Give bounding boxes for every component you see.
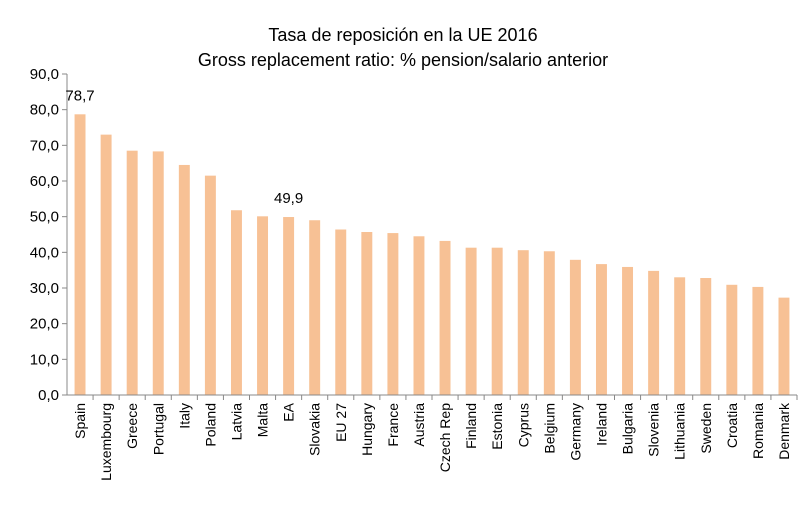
bar-czech-rep xyxy=(439,240,451,395)
x-tick-label: Slovakia xyxy=(307,403,323,456)
x-tick-label: EA xyxy=(281,402,297,421)
y-tick-label: 50,0 xyxy=(30,209,59,226)
bar-slovenia xyxy=(648,270,660,395)
bar-spain xyxy=(74,114,86,395)
y-tick-label: 0,0 xyxy=(38,387,59,404)
data-label: 49,9 xyxy=(274,190,303,207)
bar-hungary xyxy=(361,232,373,395)
x-tick-label: Italy xyxy=(176,403,192,429)
x-tick-label: Spain xyxy=(72,403,88,439)
x-tick-label: Austria xyxy=(411,403,427,447)
y-axis-ticks: 0,0 10,0 20,0 30,0 40,0 50,0 60,0 70,0 80,0 90,0 xyxy=(30,66,67,404)
x-tick-label: Romania xyxy=(750,403,766,459)
bar-eu-27 xyxy=(335,229,347,395)
data-labels: 78,7 49,9 xyxy=(65,87,303,207)
bar-romania xyxy=(752,286,764,395)
bar-sweden xyxy=(700,278,712,395)
x-tick-label: Croatia xyxy=(724,403,740,448)
x-tick-label: Malta xyxy=(255,403,271,437)
chart-subtitle: Gross replacement ratio: % pension/salar… xyxy=(198,50,608,70)
x-tick-label: Hungary xyxy=(359,403,375,456)
bar-france xyxy=(387,233,399,395)
bar-greece xyxy=(126,150,138,395)
bar-malta xyxy=(257,216,269,395)
x-tick-label: EU 27 xyxy=(333,403,349,442)
y-tick-label: 20,0 xyxy=(30,316,59,333)
bars xyxy=(74,114,790,395)
data-label: 78,7 xyxy=(65,87,94,104)
y-tick-label: 40,0 xyxy=(30,244,59,261)
x-tick-label: Czech Rep xyxy=(437,403,453,472)
bar-croatia xyxy=(726,284,738,395)
x-tick-label: Portugal xyxy=(150,403,166,455)
y-tick-label: 70,0 xyxy=(30,137,59,154)
x-tick-label: Ireland xyxy=(593,403,609,446)
x-tick-label: Denmark xyxy=(776,402,792,460)
x-tick-label: Luxembourg xyxy=(98,403,114,481)
x-axis-labels: Spain Luxembourg Greece Portugal Italy Poland… xyxy=(72,395,798,481)
bar-portugal xyxy=(152,151,164,395)
bar-latvia xyxy=(230,210,242,395)
y-tick-label: 10,0 xyxy=(30,351,59,368)
bar-lithuania xyxy=(674,277,686,395)
bar-ireland xyxy=(595,264,607,395)
x-tick-label: Belgium xyxy=(541,403,557,454)
y-tick-label: 80,0 xyxy=(30,102,59,119)
bar-belgium xyxy=(543,251,555,395)
x-tick-label: Cyprus xyxy=(515,403,531,447)
bar-estonia xyxy=(491,247,503,395)
y-tick-label: 60,0 xyxy=(30,173,59,190)
bar-denmark xyxy=(778,297,790,395)
x-tick-label: Estonia xyxy=(489,403,505,450)
chart-title: Tasa de reposición en la UE 2016 xyxy=(268,25,537,45)
x-tick-label: Greece xyxy=(124,403,140,449)
x-tick-label: Sweden xyxy=(698,403,714,454)
bar-ea xyxy=(283,217,295,395)
x-tick-label: Lithuania xyxy=(672,403,688,460)
bar-luxembourg xyxy=(100,134,112,395)
x-tick-label: Latvia xyxy=(228,403,244,441)
y-tick-label: 90,0 xyxy=(30,66,59,83)
x-tick-label: Poland xyxy=(202,403,218,447)
y-tick-label: 30,0 xyxy=(30,280,59,297)
bar-poland xyxy=(204,175,216,395)
bar-germany xyxy=(569,259,581,395)
bar-bulgaria xyxy=(622,266,634,395)
bar-cyprus xyxy=(517,250,529,395)
bar-finland xyxy=(465,247,477,395)
x-tick-label: Bulgaria xyxy=(620,403,636,455)
bar-italy xyxy=(178,164,190,395)
x-tick-label: France xyxy=(385,403,401,447)
bar-austria xyxy=(413,236,425,395)
x-tick-label: Slovenia xyxy=(646,403,662,457)
bar-slovakia xyxy=(309,220,321,395)
x-tick-label: Finland xyxy=(463,403,479,449)
x-tick-label: Germany xyxy=(567,403,583,461)
